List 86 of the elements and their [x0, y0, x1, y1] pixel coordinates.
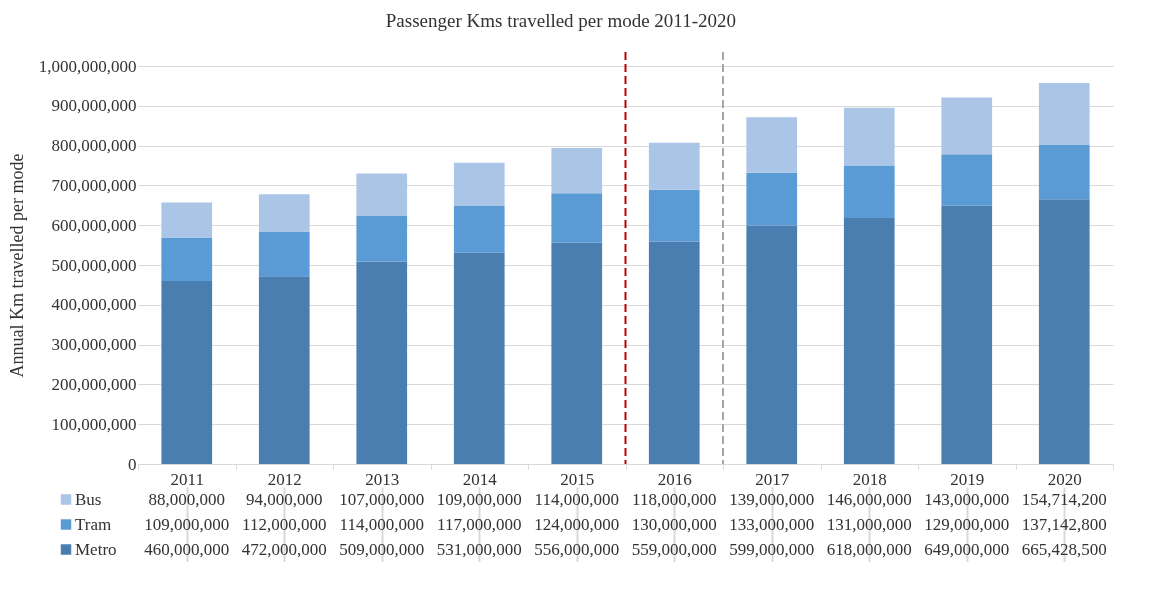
x-tick-label: 2019: [950, 469, 985, 489]
bar: [941, 205, 993, 464]
y-tick-label: 500,000,000: [51, 255, 137, 275]
bar: [843, 218, 895, 464]
data-label: 618,000,000: [826, 539, 912, 559]
bar: [551, 147, 603, 194]
x-tick-label: 2016: [657, 469, 692, 489]
bar: [258, 194, 310, 232]
data-label: 114,000,000: [339, 514, 424, 534]
bar: [161, 237, 213, 281]
data-label: 109,000,000: [144, 514, 230, 534]
data-label: 117,000,000: [437, 514, 522, 534]
x-tick-label: 2018: [852, 469, 887, 489]
bar: [746, 117, 798, 173]
bar: [258, 276, 310, 464]
x-tick-label: 2014: [462, 469, 498, 489]
chart-title: Passenger Kms travelled per mode 2011-2020: [385, 10, 736, 31]
bar: [356, 173, 408, 217]
y-tick-label: 600,000,000: [51, 215, 137, 235]
data-label: 130,000,000: [631, 514, 717, 534]
data-label: 129,000,000: [924, 514, 1010, 534]
data-label: 531,000,000: [436, 539, 522, 559]
bar: [161, 280, 213, 464]
x-tick-label: 2011: [170, 469, 204, 489]
y-tick-label: 700,000,000: [51, 175, 137, 195]
y-axis-title: Annual Km travelled per mode: [6, 153, 27, 378]
x-tick-label: 2017: [755, 469, 790, 489]
bar: [648, 189, 700, 242]
bar: [356, 216, 408, 262]
bar: [843, 165, 895, 219]
x-tick-label: 2012: [267, 469, 302, 489]
data-label: 107,000,000: [339, 489, 425, 509]
bar: [843, 107, 895, 166]
data-label: 559,000,000: [631, 539, 717, 559]
y-tick-label: 900,000,000: [51, 96, 137, 116]
data-label: 649,000,000: [924, 539, 1010, 559]
bar: [1038, 83, 1090, 145]
bar: [941, 154, 993, 206]
data-label: 88,000,000: [148, 489, 225, 509]
bar: [551, 242, 603, 464]
data-label: 143,000,000: [924, 489, 1010, 509]
x-tick-label: 2020: [1047, 469, 1082, 489]
data-label: 472,000,000: [241, 539, 327, 559]
bar: [941, 97, 993, 155]
y-tick-label: 800,000,000: [51, 136, 137, 156]
bar: [1038, 144, 1090, 200]
data-label: 118,000,000: [632, 489, 717, 509]
data-label: 460,000,000: [144, 539, 230, 559]
data-label: 665,428,500: [1021, 539, 1107, 559]
data-label: 94,000,000: [246, 489, 323, 509]
data-label: 124,000,000: [534, 514, 620, 534]
bar: [258, 231, 310, 277]
x-tick-label: 2013: [365, 469, 400, 489]
legend-label: Bus: [75, 489, 102, 509]
bar: [1038, 199, 1090, 464]
legend-label: Tram: [75, 514, 112, 534]
data-label: 109,000,000: [436, 489, 522, 509]
y-tick-label: 1,000,000,000: [38, 56, 137, 76]
data-label: 556,000,000: [534, 539, 620, 559]
bar: [453, 162, 505, 207]
y-tick-label: 100,000,000: [51, 414, 137, 434]
x-tick-label: 2015: [560, 469, 595, 489]
bar: [746, 225, 798, 464]
y-tick-label: 400,000,000: [51, 295, 137, 315]
data-label: 131,000,000: [826, 514, 912, 534]
data-label: 137,142,800: [1021, 514, 1107, 534]
data-label: 133,000,000: [729, 514, 815, 534]
data-label: 139,000,000: [729, 489, 815, 509]
bar: [356, 261, 408, 464]
bar: [551, 193, 603, 243]
data-label: 154,714,200: [1021, 489, 1107, 509]
bar: [453, 206, 505, 253]
y-tick-label: 300,000,000: [51, 335, 137, 355]
data-label: 509,000,000: [339, 539, 425, 559]
data-label: 114,000,000: [534, 489, 619, 509]
data-label: 146,000,000: [826, 489, 912, 509]
data-label: 112,000,000: [242, 514, 327, 534]
y-tick-label: 200,000,000: [51, 374, 137, 394]
y-tick-label: 0: [128, 454, 137, 474]
bar: [746, 172, 798, 226]
bar: [453, 252, 505, 464]
bar: [648, 142, 700, 190]
bar: [161, 202, 213, 238]
data-label: 599,000,000: [729, 539, 815, 559]
legend-label: Metro: [75, 539, 117, 559]
bar: [648, 241, 700, 464]
